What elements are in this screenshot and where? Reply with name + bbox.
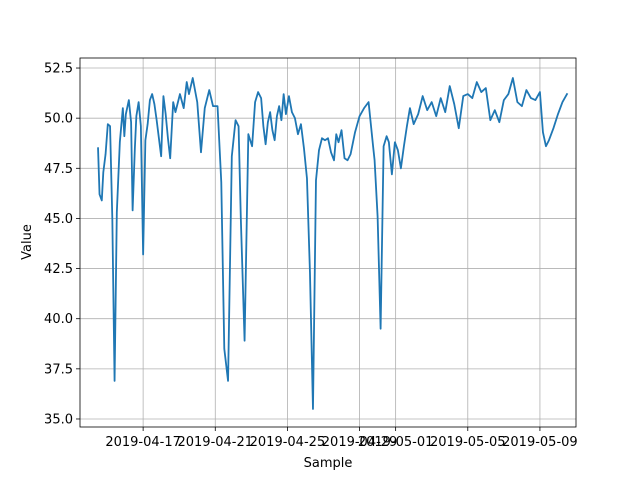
x-tick-label: 2019-05-09 [502, 435, 578, 450]
x-tick-label: 2019-05-01 [358, 435, 434, 450]
y-tick-label: 45.0 [44, 212, 73, 227]
y-tick-label: 42.5 [44, 262, 73, 277]
y-tick-label: 52.5 [44, 62, 73, 77]
x-tick-label: 2019-04-25 [250, 435, 326, 450]
x-tick-label: 2019-04-21 [177, 435, 253, 450]
x-axis-title: Sample [304, 456, 353, 471]
y-tick-label: 35.0 [44, 412, 73, 427]
series-layer [97, 77, 569, 410]
plot-frame [79, 57, 577, 428]
grid-lines [80, 58, 576, 427]
y-axis-ticks: 35.0 37.5 40.0 42.5 45.0 47.5 50.0 52.5 [44, 62, 80, 427]
y-tick-label: 37.5 [44, 362, 73, 377]
y-tick-label: 47.5 [44, 162, 73, 177]
x-tick-label: 2019-04-17 [105, 435, 181, 450]
x-axis-ticks: 2019-04-172019-04-212019-04-252019-04-29… [105, 427, 578, 450]
y-tick-label: 40.0 [44, 312, 73, 327]
series-line [97, 77, 569, 410]
y-axis-title: Value [20, 224, 35, 260]
x-tick-label: 2019-05-05 [430, 435, 506, 450]
y-tick-label: 50.0 [44, 112, 73, 127]
x-tick-label: 2019-04-29 [322, 435, 398, 450]
